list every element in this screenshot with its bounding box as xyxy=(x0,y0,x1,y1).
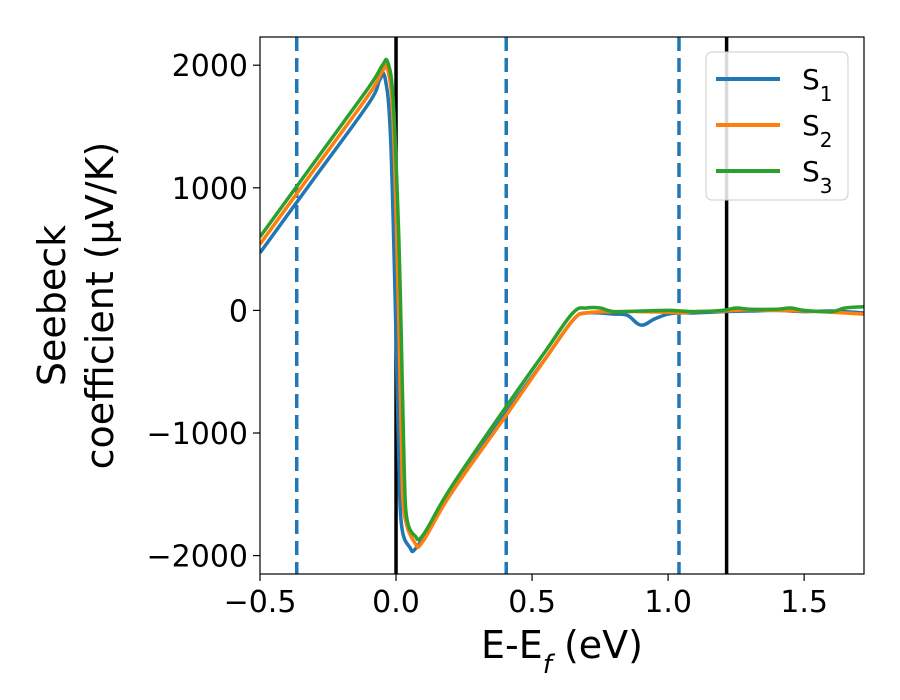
x-axis-ticks: −0.5 0.0 0.5 1.0 1.5 xyxy=(224,574,828,620)
legend-label: S3 xyxy=(802,155,833,198)
plot-frame xyxy=(259,36,865,575)
x-axis-label: E-Ef (eV) xyxy=(481,623,643,680)
y-axis-ticks: −2000 −1000 0 1000 2000 xyxy=(147,49,260,575)
x-axis-title: E-Ef (eV) xyxy=(481,623,643,680)
x-tick-label: 1.5 xyxy=(780,585,828,620)
y-tick-label: 0 xyxy=(229,294,248,329)
series-line-s2 xyxy=(260,63,864,550)
y-axis-title-line2: coefficient (μV/K) xyxy=(78,142,122,470)
x-tick-label: 1.0 xyxy=(644,585,692,620)
y-tick-label: −1000 xyxy=(147,417,248,452)
data-series xyxy=(260,57,864,554)
legend-label: S2 xyxy=(802,109,833,152)
x-tick-label: −0.5 xyxy=(224,585,297,620)
series-line-s3 xyxy=(260,57,864,542)
x-tick-label: 0.0 xyxy=(372,585,420,620)
y-axis-title-line1: Seebeck xyxy=(30,225,74,386)
y-axis-label: Seebeck coefficient (μV/K) xyxy=(30,142,122,470)
reference-lines xyxy=(294,37,729,574)
x-tick-label: 0.5 xyxy=(508,585,556,620)
y-tick-label: 2000 xyxy=(172,49,248,84)
legend-label: S1 xyxy=(802,63,833,106)
y-tick-label: 1000 xyxy=(172,172,248,207)
y-tick-label: −2000 xyxy=(147,540,248,575)
